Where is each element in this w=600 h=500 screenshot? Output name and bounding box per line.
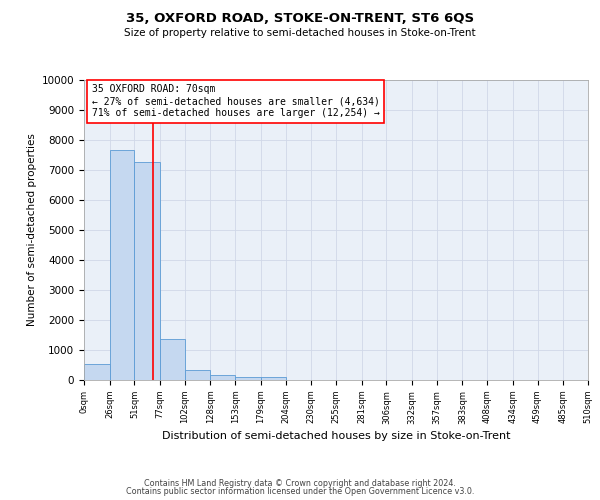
Y-axis label: Number of semi-detached properties: Number of semi-detached properties (28, 134, 37, 326)
Bar (84, 364, 110, 380)
Bar (235, 376, 261, 380)
Text: Contains public sector information licensed under the Open Government Licence v3: Contains public sector information licen… (126, 487, 474, 496)
X-axis label: Distribution of semi-detached houses by size in Stoke-on-Trent: Distribution of semi-detached houses by … (162, 430, 510, 440)
Text: Size of property relative to semi-detached houses in Stoke-on-Trent: Size of property relative to semi-detach… (124, 28, 476, 38)
Text: 35, OXFORD ROAD, STOKE-ON-TRENT, ST6 6QS: 35, OXFORD ROAD, STOKE-ON-TRENT, ST6 6QS (126, 12, 474, 26)
Bar (261, 377, 286, 380)
Bar (160, 339, 185, 380)
Text: Contains HM Land Registry data © Crown copyright and database right 2024.: Contains HM Land Registry data © Crown c… (144, 478, 456, 488)
Text: 35 OXFORD ROAD: 70sqm
← 27% of semi-detached houses are smaller (4,634)
71% of s: 35 OXFORD ROAD: 70sqm ← 27% of semi-deta… (92, 84, 379, 117)
Bar (211, 376, 235, 380)
Bar (110, 150, 134, 380)
Bar (134, 162, 160, 380)
Bar (185, 370, 211, 380)
